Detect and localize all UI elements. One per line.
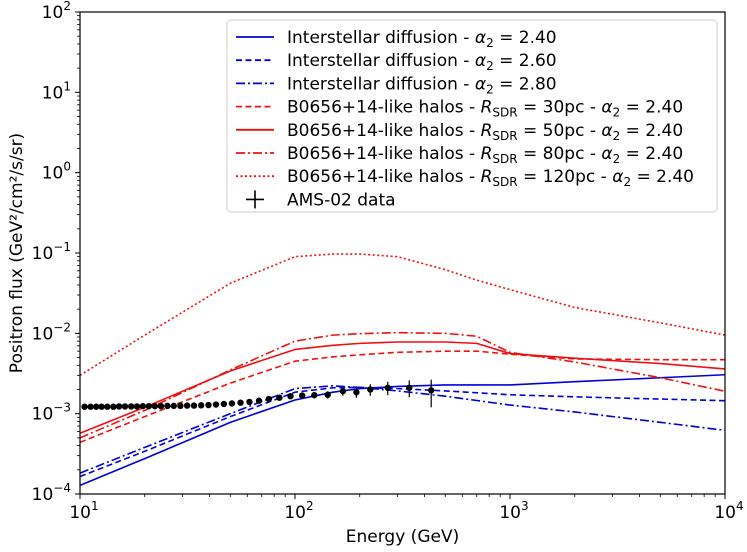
- legend-label-ams02: AMS-02 data: [287, 190, 396, 210]
- ams02-data-point: [246, 398, 253, 406]
- ams02-data-point: [190, 402, 198, 409]
- series-line-2: [80, 386, 725, 478]
- legend-label: Interstellar diffusion - α2 = 2.80: [287, 74, 557, 96]
- legend-label: B0656+14-like halos - RSDR = 50pc - α2 =…: [287, 121, 683, 143]
- legend-label: B0656+14-like halos - RSDR = 120pc - α2 …: [287, 167, 694, 189]
- ams02-data-point: [183, 402, 191, 409]
- tick-base: 10: [42, 3, 64, 23]
- ams02-data-point: [197, 402, 205, 409]
- ams02-data-point: [133, 403, 141, 410]
- ams02-data-point: [427, 387, 435, 394]
- tick-base: 10: [32, 405, 54, 425]
- y-tick-label: 10−1: [32, 240, 71, 264]
- tick-exponent: 3: [521, 499, 529, 513]
- ams02-data-point: [205, 401, 212, 409]
- ams02-data-point: [220, 400, 228, 408]
- ams02-data-point: [265, 395, 273, 403]
- x-tick-label: 103: [499, 499, 528, 523]
- ams02-data-point: [110, 403, 117, 410]
- series-line-4: [80, 350, 725, 444]
- tick-exponent: 4: [736, 499, 744, 513]
- tick-base: 10: [284, 503, 306, 523]
- ams02-data-point: [255, 397, 263, 404]
- y-axis-label: Positron flux (GeV²/cm²/s/sr): [7, 133, 27, 373]
- series-layer: [80, 253, 725, 487]
- series-line-6: [80, 331, 725, 439]
- ams02-points-layer: [81, 379, 435, 410]
- ams02-data-point: [406, 384, 413, 391]
- legend-label: B0656+14-like halos - RSDR = 80pc - α2 =…: [287, 144, 683, 166]
- series-line-1: [80, 373, 725, 487]
- tick-exponent: −4: [53, 481, 71, 495]
- tick-base: 10: [499, 503, 521, 523]
- tick-exponent: 2: [63, 0, 71, 13]
- ams02-data-point: [177, 402, 184, 410]
- series-line-5: [80, 341, 725, 435]
- ams02-data-point: [93, 403, 100, 410]
- tick-exponent: 2: [306, 499, 314, 513]
- legend-label: B0656+14-like halos - RSDR = 30pc - α2 =…: [287, 98, 683, 120]
- ams02-data-point: [384, 384, 391, 391]
- series-line-7: [80, 253, 725, 377]
- ams02-data-point: [139, 402, 147, 410]
- tick-base: 10: [32, 244, 54, 264]
- legend: Interstellar diffusion - α2 = 2.40Inters…: [226, 19, 718, 213]
- tick-base: 10: [69, 503, 91, 523]
- ams02-data-point: [298, 392, 306, 399]
- legend-label: Interstellar diffusion - α2 = 2.60: [287, 51, 557, 73]
- tick-base: 10: [714, 503, 736, 523]
- ams02-data-point: [127, 403, 135, 410]
- y-tick-label: 10−4: [32, 481, 71, 505]
- ams02-data-point: [311, 391, 318, 399]
- ams02-data-point: [115, 403, 123, 410]
- tick-exponent: 0: [63, 160, 71, 174]
- ams02-data-point: [339, 388, 347, 395]
- tick-exponent: −2: [53, 320, 71, 334]
- ams02-data-point: [367, 386, 374, 393]
- y-tick-label: 101: [42, 79, 71, 103]
- x-tick-label: 101: [69, 499, 98, 523]
- ams02-data-point: [353, 389, 360, 396]
- ams02-data-point: [151, 402, 159, 410]
- legend-box: [226, 19, 718, 213]
- tick-base: 10: [32, 485, 54, 505]
- ams02-data-point: [87, 403, 94, 410]
- tick-exponent: 1: [63, 79, 71, 93]
- y-tick-label: 10−3: [32, 401, 71, 425]
- ams02-data-point: [237, 399, 244, 406]
- tick-exponent: 1: [91, 499, 99, 513]
- tick-exponent: −3: [53, 401, 71, 415]
- tick-base: 10: [42, 83, 64, 103]
- y-tick-label: 10−2: [32, 320, 71, 344]
- y-tick-label: 100: [42, 160, 71, 184]
- ams02-data-point: [170, 402, 177, 410]
- ams02-data-point: [276, 394, 283, 401]
- ams02-data-point: [324, 391, 331, 398]
- x-tick-label: 102: [284, 499, 313, 523]
- y-tick-label: 102: [42, 0, 71, 23]
- ams02-data-point: [228, 400, 236, 407]
- ams02-data-point: [212, 401, 220, 408]
- legend-label: Interstellar diffusion - α2 = 2.40: [287, 28, 557, 50]
- tick-exponent: −1: [53, 240, 71, 254]
- x-tick-label: 104: [714, 499, 743, 523]
- ams02-data-point: [121, 403, 129, 410]
- ams02-data-point: [104, 403, 111, 410]
- series-line-3: [80, 385, 725, 474]
- ams02-data-point: [164, 402, 171, 410]
- ams02-data-point: [98, 403, 105, 410]
- tick-base: 10: [42, 164, 64, 184]
- ams02-data-point: [157, 402, 165, 410]
- ams02-data-point: [81, 403, 88, 410]
- x-axis-label: Energy (GeV): [346, 527, 459, 547]
- ams02-data-point: [287, 392, 294, 400]
- ams02-data-point: [145, 402, 153, 410]
- tick-base: 10: [32, 324, 54, 344]
